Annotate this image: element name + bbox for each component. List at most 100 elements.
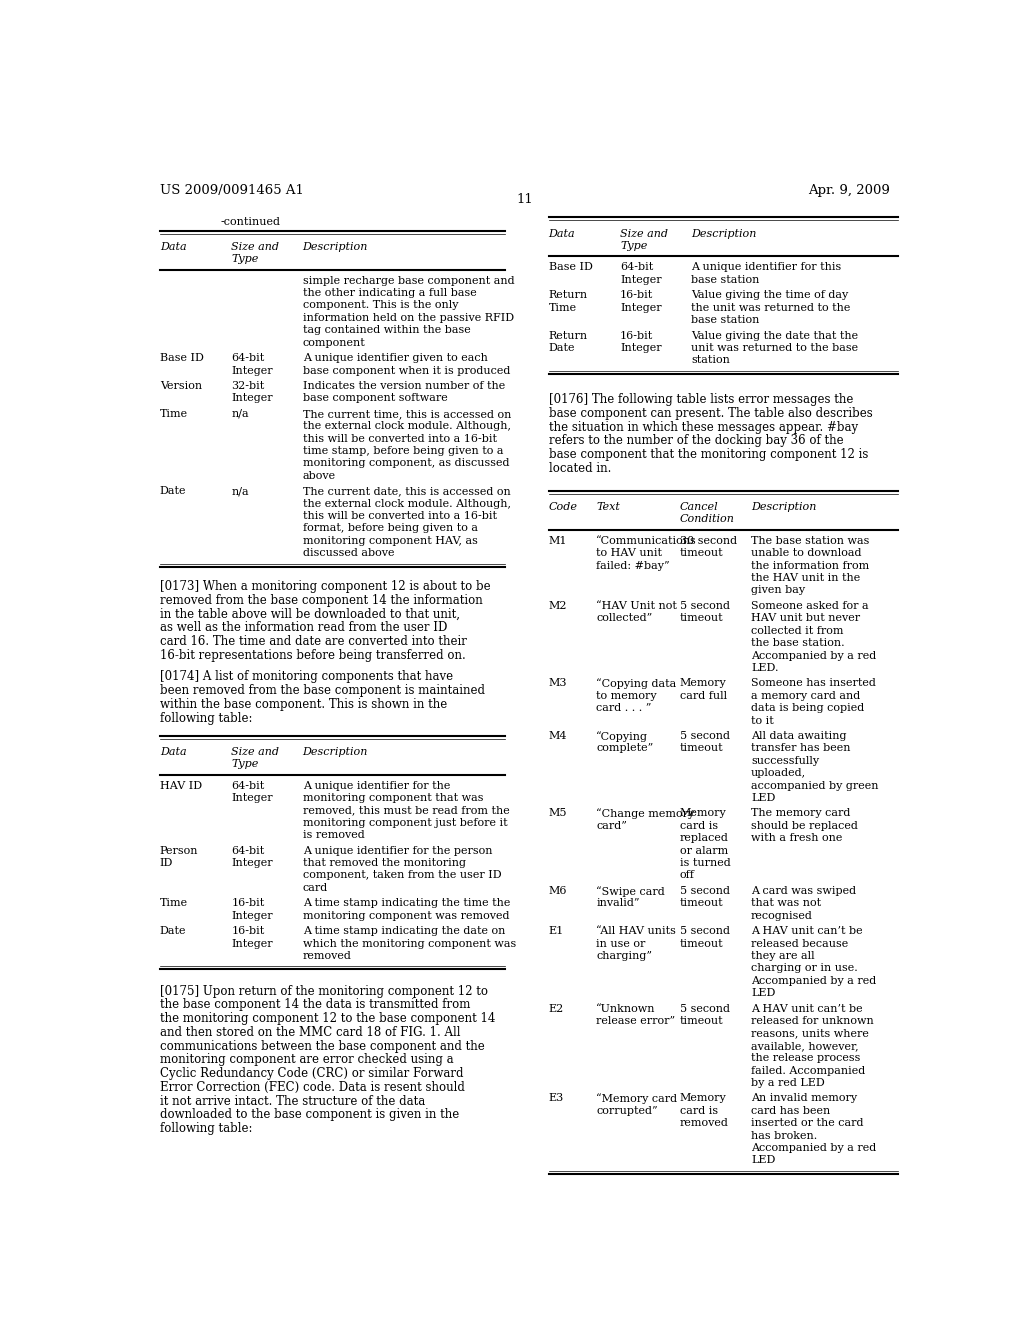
Text: to memory: to memory [596, 690, 656, 701]
Text: the external clock module. Although,: the external clock module. Although, [303, 421, 511, 432]
Text: as well as the information read from the user ID: as well as the information read from the… [160, 622, 447, 634]
Text: above: above [303, 471, 336, 480]
Text: Size and: Size and [231, 747, 280, 756]
Text: Integer: Integer [620, 275, 662, 285]
Text: LED: LED [751, 989, 775, 998]
Text: Description: Description [303, 242, 368, 252]
Text: failed. Accompanied: failed. Accompanied [751, 1065, 865, 1076]
Text: Accompanied by a red: Accompanied by a red [751, 651, 877, 660]
Text: A card was swiped: A card was swiped [751, 886, 856, 896]
Text: A unique identifier for the person: A unique identifier for the person [303, 846, 493, 855]
Text: Base ID: Base ID [160, 354, 204, 363]
Text: collected it from: collected it from [751, 626, 844, 636]
Text: 5 second: 5 second [680, 927, 729, 936]
Text: The base station was: The base station was [751, 536, 869, 546]
Text: transfer has been: transfer has been [751, 743, 851, 754]
Text: US 2009/0091465 A1: US 2009/0091465 A1 [160, 183, 304, 197]
Text: Type: Type [620, 242, 647, 251]
Text: Condition: Condition [680, 515, 734, 524]
Text: the base station.: the base station. [751, 638, 845, 648]
Text: Date: Date [549, 343, 575, 352]
Text: card full: card full [680, 690, 727, 701]
Text: collected”: collected” [596, 614, 652, 623]
Text: timeout: timeout [680, 743, 723, 754]
Text: Integer: Integer [231, 393, 272, 404]
Text: format, before being given to a: format, before being given to a [303, 524, 477, 533]
Text: located in.: located in. [549, 462, 611, 475]
Text: the monitoring component 12 to the base component 14: the monitoring component 12 to the base … [160, 1012, 496, 1026]
Text: available, however,: available, however, [751, 1041, 858, 1051]
Text: 30 second: 30 second [680, 536, 736, 546]
Text: Person: Person [160, 846, 199, 855]
Text: Memory: Memory [680, 1093, 726, 1104]
Text: timeout: timeout [680, 548, 723, 558]
Text: “Copying: “Copying [596, 731, 648, 742]
Text: removed: removed [303, 950, 351, 961]
Text: Code: Code [549, 502, 578, 512]
Text: Integer: Integer [231, 911, 272, 921]
Text: Size and: Size and [231, 242, 280, 252]
Text: Integer: Integer [231, 793, 272, 803]
Text: Time: Time [549, 302, 577, 313]
Text: 16-bit: 16-bit [620, 330, 653, 341]
Text: time stamp, before being given to a: time stamp, before being given to a [303, 446, 503, 455]
Text: Integer: Integer [231, 858, 272, 869]
Text: Cancel: Cancel [680, 502, 718, 512]
Text: LED: LED [751, 1155, 775, 1166]
Text: A unique identifier for this: A unique identifier for this [691, 263, 842, 272]
Text: 5 second: 5 second [680, 886, 729, 896]
Text: this will be converted into a 16-bit: this will be converted into a 16-bit [303, 511, 497, 521]
Text: that removed the monitoring: that removed the monitoring [303, 858, 466, 869]
Text: card: card [303, 883, 328, 892]
Text: 64-bit: 64-bit [231, 780, 264, 791]
Text: Value giving the date that the: Value giving the date that the [691, 330, 858, 341]
Text: LED.: LED. [751, 663, 778, 673]
Text: complete”: complete” [596, 743, 653, 754]
Text: Someone asked for a: Someone asked for a [751, 601, 868, 611]
Text: 5 second: 5 second [680, 1003, 729, 1014]
Text: refers to the number of the docking bay 36 of the: refers to the number of the docking bay … [549, 434, 843, 447]
Text: the release process: the release process [751, 1053, 860, 1063]
Text: following table:: following table: [160, 1122, 252, 1135]
Text: Accompanied by a red: Accompanied by a red [751, 1143, 877, 1154]
Text: timeout: timeout [680, 939, 723, 949]
Text: that was not: that was not [751, 899, 821, 908]
Text: replaced: replaced [680, 833, 728, 843]
Text: they are all: they are all [751, 950, 815, 961]
Text: release error”: release error” [596, 1016, 676, 1026]
Text: 16-bit: 16-bit [231, 927, 264, 936]
Text: Accompanied by a red: Accompanied by a red [751, 975, 877, 986]
Text: to it: to it [751, 715, 774, 726]
Text: reasons, units where: reasons, units where [751, 1028, 868, 1039]
Text: been removed from the base component is maintained: been removed from the base component is … [160, 684, 484, 697]
Text: accompanied by green: accompanied by green [751, 780, 879, 791]
Text: E2: E2 [549, 1003, 564, 1014]
Text: Integer: Integer [620, 343, 662, 352]
Text: monitoring component are error checked using a: monitoring component are error checked u… [160, 1053, 454, 1067]
Text: Date: Date [160, 927, 186, 936]
Text: M4: M4 [549, 731, 567, 741]
Text: is turned: is turned [680, 858, 730, 869]
Text: base component software: base component software [303, 393, 447, 404]
Text: station: station [691, 355, 730, 366]
Text: this will be converted into a 16-bit: this will be converted into a 16-bit [303, 434, 497, 444]
Text: Return: Return [549, 290, 588, 301]
Text: removed from the base component 14 the information: removed from the base component 14 the i… [160, 594, 482, 607]
Text: 11: 11 [516, 193, 534, 206]
Text: Integer: Integer [620, 302, 662, 313]
Text: timeout: timeout [680, 614, 723, 623]
Text: timeout: timeout [680, 1016, 723, 1026]
Text: inserted or the card: inserted or the card [751, 1118, 863, 1129]
Text: A unique identifier given to each: A unique identifier given to each [303, 354, 487, 363]
Text: [0175] Upon return of the monitoring component 12 to: [0175] Upon return of the monitoring com… [160, 985, 487, 998]
Text: component: component [303, 338, 366, 347]
Text: off: off [680, 870, 694, 880]
Text: Integer: Integer [231, 366, 272, 376]
Text: Cyclic Redundancy Code (CRC) or similar Forward: Cyclic Redundancy Code (CRC) or similar … [160, 1067, 463, 1080]
Text: the information from: the information from [751, 561, 869, 570]
Text: by a red LED: by a red LED [751, 1078, 824, 1088]
Text: card 16. The time and date are converted into their: card 16. The time and date are converted… [160, 635, 467, 648]
Text: 64-bit: 64-bit [231, 354, 264, 363]
Text: card . . . ”: card . . . ” [596, 704, 651, 713]
Text: 16-bit: 16-bit [620, 290, 653, 301]
